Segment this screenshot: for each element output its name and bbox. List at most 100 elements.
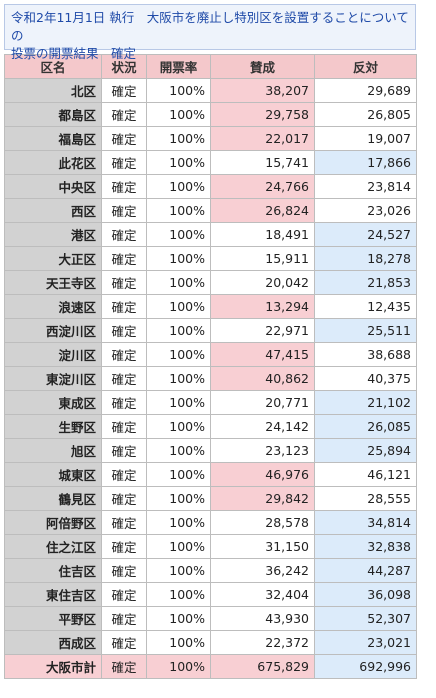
status-cell: 確定	[101, 102, 147, 127]
rate-cell: 100%	[146, 654, 211, 679]
table-row: 東住吉区 確定 100% 32,404 36,098	[4, 582, 417, 607]
table-row: 東淀川区 確定 100% 40,862 40,375	[4, 366, 417, 391]
yes-votes-cell: 22,372	[210, 630, 315, 655]
table-row: 鶴見区 確定 100% 29,842 28,555	[4, 486, 417, 511]
rate-cell: 100%	[146, 342, 211, 367]
yes-votes-cell: 24,142	[210, 414, 315, 439]
no-votes-cell: 692,996	[314, 654, 417, 679]
header-yes: 賛成	[210, 54, 315, 79]
table-body: 北区 確定 100% 38,207 29,689 都島区 確定 100% 29,758 26,80…	[4, 78, 417, 679]
table-row: 城東区 確定 100% 46,976 46,121	[4, 462, 417, 487]
no-votes-cell: 52,307	[314, 606, 417, 631]
table-row: 福島区 確定 100% 22,017 19,007	[4, 126, 417, 151]
yes-votes-cell: 23,123	[210, 438, 315, 463]
table-row: 港区 確定 100% 18,491 24,527	[4, 222, 417, 247]
ward-cell: 旭区	[4, 438, 102, 463]
rate-cell: 100%	[146, 198, 211, 223]
yes-votes-cell: 46,976	[210, 462, 315, 487]
rate-cell: 100%	[146, 462, 211, 487]
table-row: 西淀川区 確定 100% 22,971 25,511	[4, 318, 417, 343]
ward-cell: 東淀川区	[4, 366, 102, 391]
ward-cell: 天王寺区	[4, 270, 102, 295]
no-votes-cell: 25,511	[314, 318, 417, 343]
status-cell: 確定	[101, 174, 147, 199]
status-cell: 確定	[101, 510, 147, 535]
rate-cell: 100%	[146, 222, 211, 247]
table-row: 此花区 確定 100% 15,741 17,866	[4, 150, 417, 175]
status-cell: 確定	[101, 414, 147, 439]
table-row: 住吉区 確定 100% 36,242 44,287	[4, 558, 417, 583]
rate-cell: 100%	[146, 150, 211, 175]
table-row: 北区 確定 100% 38,207 29,689	[4, 78, 417, 103]
ward-cell: 平野区	[4, 606, 102, 631]
no-votes-cell: 23,814	[314, 174, 417, 199]
rate-cell: 100%	[146, 390, 211, 415]
rate-cell: 100%	[146, 486, 211, 511]
table-row: 平野区 確定 100% 43,930 52,307	[4, 606, 417, 631]
ward-cell: 中央区	[4, 174, 102, 199]
rate-cell: 100%	[146, 78, 211, 103]
table-row: 旭区 確定 100% 23,123 25,894	[4, 438, 417, 463]
yes-votes-cell: 32,404	[210, 582, 315, 607]
results-table: 区名 状況 開票率 賛成 反対 北区 確定 100% 38,207 29,689 都島区確…	[4, 54, 417, 679]
ward-cell: 大阪市計	[4, 654, 102, 679]
yes-votes-cell: 29,842	[210, 486, 315, 511]
rate-cell: 100%	[146, 174, 211, 199]
status-cell: 確定	[101, 630, 147, 655]
status-cell: 確定	[101, 654, 147, 679]
table-row: 天王寺区 確定 100% 20,042 21,853	[4, 270, 417, 295]
status-cell: 確定	[101, 606, 147, 631]
ward-cell: 城東区	[4, 462, 102, 487]
rate-cell: 100%	[146, 510, 211, 535]
rate-cell: 100%	[146, 630, 211, 655]
ward-cell: 阿倍野区	[4, 510, 102, 535]
yes-votes-cell: 43,930	[210, 606, 315, 631]
ward-cell: 住之江区	[4, 534, 102, 559]
status-cell: 確定	[101, 318, 147, 343]
table-row: 西成区 確定 100% 22,372 23,021	[4, 630, 417, 655]
ward-cell: 生野区	[4, 414, 102, 439]
no-votes-cell: 21,853	[314, 270, 417, 295]
no-votes-cell: 18,278	[314, 246, 417, 271]
ward-cell: 浪速区	[4, 294, 102, 319]
caption-line-1: 令和2年11月1日 執行 大阪市を廃止し特別区を設置することについての	[11, 10, 409, 43]
status-cell: 確定	[101, 150, 147, 175]
yes-votes-cell: 20,771	[210, 390, 315, 415]
no-votes-cell: 23,026	[314, 198, 417, 223]
yes-votes-cell: 22,017	[210, 126, 315, 151]
no-votes-cell: 40,375	[314, 366, 417, 391]
yes-votes-cell: 31,150	[210, 534, 315, 559]
table-row: 生野区 確定 100% 24,142 26,085	[4, 414, 417, 439]
total-row: 大阪市計 確定 100% 675,829 692,996	[4, 654, 417, 679]
no-votes-cell: 12,435	[314, 294, 417, 319]
yes-votes-cell: 28,578	[210, 510, 315, 535]
rate-cell: 100%	[146, 102, 211, 127]
yes-votes-cell: 13,294	[210, 294, 315, 319]
header-no: 反対	[314, 54, 417, 79]
no-votes-cell: 34,814	[314, 510, 417, 535]
yes-votes-cell: 26,824	[210, 198, 315, 223]
table-row: 中央区 確定 100% 24,766 23,814	[4, 174, 417, 199]
ward-cell: 住吉区	[4, 558, 102, 583]
rate-cell: 100%	[146, 438, 211, 463]
ward-cell: 港区	[4, 222, 102, 247]
rate-cell: 100%	[146, 126, 211, 151]
rate-cell: 100%	[146, 246, 211, 271]
status-cell: 確定	[101, 270, 147, 295]
yes-votes-cell: 38,207	[210, 78, 315, 103]
yes-votes-cell: 29,758	[210, 102, 315, 127]
ward-cell: 淀川区	[4, 342, 102, 367]
no-votes-cell: 23,021	[314, 630, 417, 655]
status-cell: 確定	[101, 486, 147, 511]
rate-cell: 100%	[146, 318, 211, 343]
no-votes-cell: 46,121	[314, 462, 417, 487]
header-status: 状況	[101, 54, 147, 79]
ward-cell: 西成区	[4, 630, 102, 655]
table-row: 西区 確定 100% 26,824 23,026	[4, 198, 417, 223]
yes-votes-cell: 40,862	[210, 366, 315, 391]
status-cell: 確定	[101, 390, 147, 415]
no-votes-cell: 26,085	[314, 414, 417, 439]
rate-cell: 100%	[146, 294, 211, 319]
yes-votes-cell: 15,741	[210, 150, 315, 175]
table-row: 浪速区 確定 100% 13,294 12,435	[4, 294, 417, 319]
